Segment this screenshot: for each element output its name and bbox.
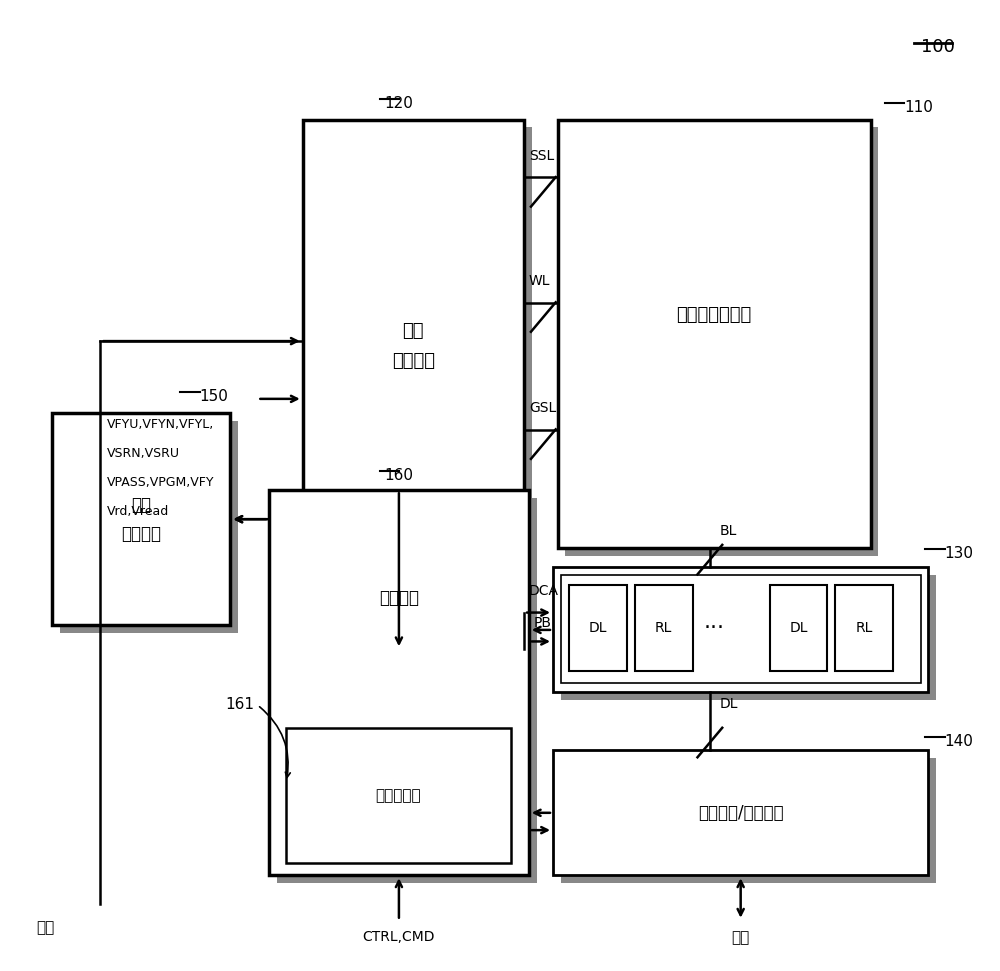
Text: VFYU,VFYN,VFYL,: VFYU,VFYN,VFYL, <box>107 419 214 431</box>
Bar <box>635 585 693 671</box>
Bar <box>553 567 928 692</box>
Text: 数据输入/输出单元: 数据输入/输出单元 <box>698 804 783 821</box>
Text: BL: BL <box>719 524 737 539</box>
Bar <box>553 751 928 876</box>
Text: 110: 110 <box>904 100 933 116</box>
Text: 存储器单元阵列: 存储器单元阵列 <box>677 306 752 323</box>
Text: 数据: 数据 <box>732 930 750 945</box>
Bar <box>269 490 529 876</box>
Bar <box>277 498 537 883</box>
Text: CTRL,CMD: CTRL,CMD <box>363 930 435 944</box>
Text: VSRN,VSRU: VSRN,VSRU <box>107 447 180 460</box>
Text: 地址
解码单元: 地址 解码单元 <box>392 322 435 370</box>
Bar <box>561 758 936 883</box>
Text: SSL: SSL <box>529 149 554 163</box>
Text: 100: 100 <box>921 38 955 56</box>
Bar <box>565 127 878 555</box>
Text: ···: ··· <box>703 618 724 638</box>
Text: 控制单元: 控制单元 <box>379 589 419 607</box>
Text: RL: RL <box>655 621 672 635</box>
Bar <box>561 575 936 700</box>
Bar <box>52 414 230 625</box>
Text: PB: PB <box>534 616 552 630</box>
Text: 重排控制器: 重排控制器 <box>376 788 421 803</box>
Text: 电压
产生单元: 电压 产生单元 <box>121 495 161 543</box>
Text: VPASS,VPGM,VFY: VPASS,VPGM,VFY <box>107 476 215 488</box>
Bar <box>835 585 893 671</box>
Bar <box>310 127 532 656</box>
Text: 140: 140 <box>945 734 974 749</box>
Text: 160: 160 <box>384 468 413 484</box>
Text: 120: 120 <box>384 95 413 111</box>
Text: WL: WL <box>529 274 550 288</box>
Text: 地址: 地址 <box>36 921 54 936</box>
Text: DL: DL <box>789 621 808 635</box>
Text: 150: 150 <box>200 389 229 404</box>
Bar <box>303 119 524 650</box>
Bar <box>558 119 871 548</box>
Bar <box>569 585 627 671</box>
Text: 130: 130 <box>945 546 974 561</box>
Bar <box>60 421 238 633</box>
Bar <box>561 575 921 683</box>
Text: DCA: DCA <box>529 585 559 598</box>
Text: DL: DL <box>719 697 738 712</box>
Text: GSL: GSL <box>529 401 556 416</box>
Text: Vrd,Vread: Vrd,Vread <box>107 505 169 518</box>
Bar <box>770 585 827 671</box>
Text: RL: RL <box>855 621 873 635</box>
Bar <box>286 728 511 863</box>
Text: 161: 161 <box>226 697 255 713</box>
Text: DL: DL <box>589 621 607 635</box>
